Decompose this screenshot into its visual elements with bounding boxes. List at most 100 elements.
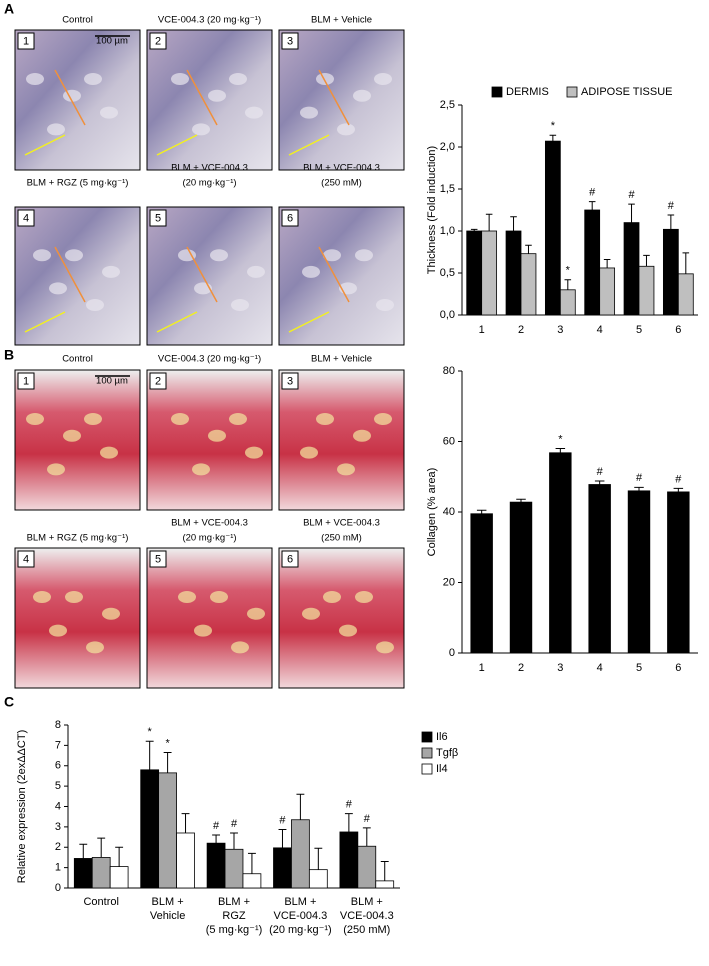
bar — [339, 831, 359, 889]
significance-marker: # — [636, 472, 643, 484]
y-tick-label: 0 — [55, 882, 61, 894]
tissue-texture — [171, 73, 189, 85]
bar — [206, 842, 226, 889]
tissue-texture — [355, 249, 373, 262]
tissue-texture — [102, 607, 120, 620]
tissue-texture — [323, 249, 341, 262]
scale-bar-label: 100 µm — [96, 376, 128, 387]
tissue-texture — [247, 607, 265, 620]
y-tick-label: 8 — [55, 719, 61, 731]
bar — [520, 253, 537, 316]
micrograph — [146, 369, 273, 511]
error-bar — [549, 134, 557, 142]
bar — [375, 880, 395, 889]
x-tick-label: (250 mM) — [343, 924, 390, 936]
image-number: 2 — [155, 35, 161, 47]
tissue-texture — [245, 446, 263, 459]
bar — [273, 847, 292, 889]
significance-marker: # — [628, 189, 635, 201]
bar — [549, 452, 572, 654]
error-bar — [247, 852, 256, 874]
image-caption: BLM + Vehicle — [311, 15, 372, 26]
dermis-arrow — [186, 69, 218, 126]
bar — [466, 230, 483, 316]
scale-bar-label: 100 µm — [96, 36, 128, 47]
tissue-texture — [102, 265, 120, 278]
image-number-box — [149, 209, 167, 227]
tissue-texture — [63, 429, 81, 442]
x-tick-label: BLM + — [152, 896, 184, 908]
image-number: 3 — [287, 375, 293, 387]
y-tick-label: 1 — [55, 862, 61, 874]
y-tick-label: 6 — [55, 760, 61, 772]
bar — [627, 490, 651, 654]
error-bar — [362, 827, 371, 847]
bar — [638, 265, 655, 316]
significance-marker: # — [589, 187, 596, 199]
tissue-texture — [231, 641, 249, 654]
significance-marker: * — [551, 120, 556, 132]
panel-label: C — [4, 694, 14, 710]
image-number-box — [281, 32, 299, 50]
significance-marker: # — [668, 200, 675, 212]
bar — [599, 267, 616, 316]
tissue-texture — [178, 591, 196, 603]
micrograph — [278, 369, 405, 511]
significance-marker: # — [231, 818, 238, 830]
tissue-texture — [316, 413, 334, 425]
tissue-texture — [339, 624, 357, 637]
x-tick-label: 5 — [636, 662, 642, 674]
tissue-texture — [337, 463, 355, 476]
bar — [588, 484, 611, 654]
image-number-box — [17, 209, 35, 227]
x-tick-label: 4 — [597, 662, 603, 674]
bar — [509, 501, 533, 654]
error-bar — [628, 203, 635, 223]
micrograph — [278, 29, 405, 171]
legend-label: Tgfβ — [436, 747, 458, 759]
significance-marker: * — [558, 433, 563, 445]
tissue-texture — [247, 265, 265, 278]
image-number: 4 — [23, 553, 29, 565]
image-caption: VCE-004.3 (20 mg·kg⁻¹) — [158, 15, 261, 26]
y-tick-label: 1,0 — [440, 225, 455, 237]
tissue-texture — [374, 413, 392, 425]
tissue-texture — [210, 591, 228, 603]
image-number-box — [281, 209, 299, 227]
image-number: 6 — [287, 553, 293, 565]
tissue-texture — [65, 249, 83, 262]
image-caption: VCE-004.3 (20 mg·kg⁻¹) — [158, 354, 261, 365]
y-tick-label: 7 — [55, 739, 61, 751]
y-tick-label: 20 — [443, 576, 455, 588]
bar — [677, 273, 694, 316]
error-bar — [79, 843, 88, 859]
error-bar — [314, 847, 323, 870]
y-tick-label: 40 — [443, 506, 455, 518]
tissue-texture — [84, 413, 102, 425]
tissue-texture — [86, 641, 104, 654]
tissue-texture — [65, 591, 83, 603]
x-tick-label: Vehicle — [150, 910, 185, 922]
tissue-texture — [245, 106, 263, 119]
significance-marker: # — [279, 814, 286, 826]
error-bar — [564, 279, 572, 290]
x-tick-label: VCE-004.3 — [340, 910, 394, 922]
bar — [544, 140, 561, 316]
image-caption: BLM + VCE-004.3 — [171, 518, 248, 529]
error-bar — [145, 740, 154, 770]
tissue-texture — [376, 641, 394, 654]
image-caption: BLM + RGZ (5 mg·kg⁻¹) — [27, 533, 129, 544]
bar — [176, 832, 195, 889]
bar — [662, 228, 679, 316]
image-number-box — [17, 372, 35, 390]
error-bar — [682, 252, 690, 274]
adipose-arrow — [288, 311, 330, 333]
tissue-texture — [302, 265, 320, 278]
x-tick-label: BLM + — [218, 896, 250, 908]
image-number: 5 — [155, 212, 161, 224]
error-bar — [485, 213, 493, 231]
bar — [470, 513, 493, 654]
y-tick-label: 60 — [443, 435, 455, 447]
panel-label: A — [4, 1, 14, 17]
